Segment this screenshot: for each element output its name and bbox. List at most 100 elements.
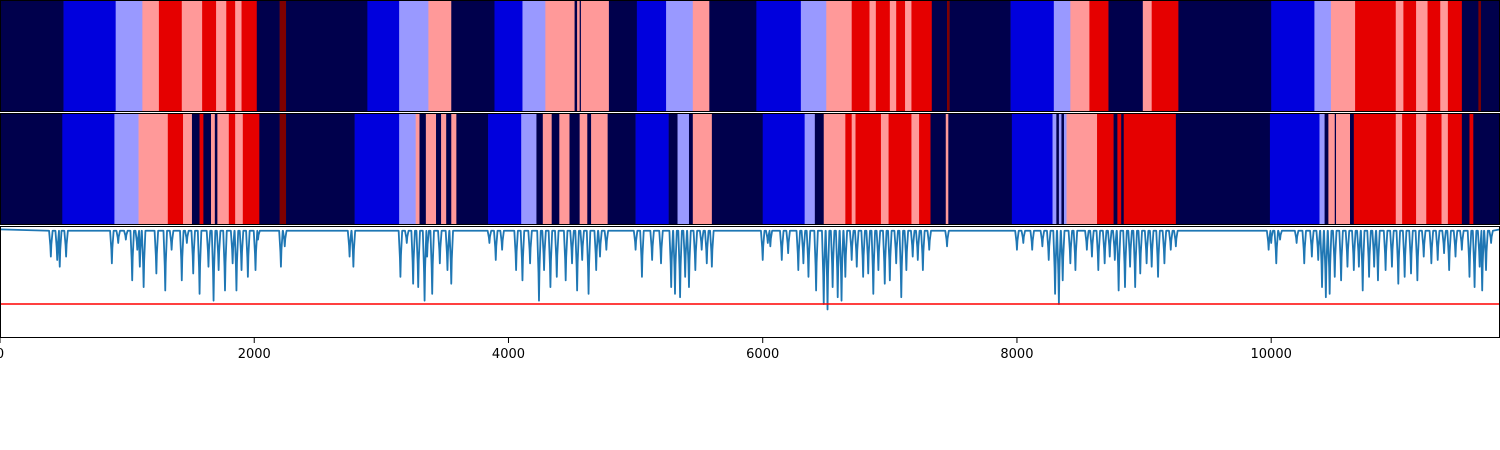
upper-band-segment xyxy=(1355,0,1397,112)
upper-band-segment xyxy=(545,0,575,112)
lower-band-segment xyxy=(551,113,560,225)
lower-band-segment xyxy=(1447,113,1463,225)
lower-band-segment xyxy=(1117,113,1122,225)
upper-band-segment xyxy=(709,0,757,112)
lower-band-segment xyxy=(1441,113,1449,225)
lower-band-segment xyxy=(1097,113,1114,225)
lower-band-segment xyxy=(167,113,184,225)
lower-band-segment xyxy=(259,113,280,225)
lower-band-segment xyxy=(569,113,580,225)
lower-band-segment xyxy=(1063,113,1067,225)
lower-band-segment xyxy=(1353,113,1397,225)
lower-band-segment xyxy=(1056,113,1060,225)
upper-band-segment xyxy=(63,0,116,112)
lower-band-segment xyxy=(919,113,931,225)
upper-band-segment xyxy=(1440,0,1449,112)
lower-band-segment xyxy=(415,113,420,225)
lower-band-segment xyxy=(1269,113,1320,225)
lower-band-segment xyxy=(762,113,805,225)
upper-band-segment xyxy=(875,0,891,112)
upper-band-segment xyxy=(451,0,495,112)
lower-band-segment xyxy=(279,113,287,225)
upper-band-segment xyxy=(1330,0,1356,112)
lower-band-segment xyxy=(228,113,236,225)
upper-band-segment xyxy=(1478,0,1482,112)
upper-band-segment xyxy=(666,0,694,112)
upper-band-segment xyxy=(692,0,710,112)
lower-band-segment xyxy=(587,113,592,225)
x-tick-label: 8000 xyxy=(1000,347,1033,362)
lower-band-segment xyxy=(456,113,489,225)
upper-band-segment xyxy=(1151,0,1179,112)
upper-band-segment xyxy=(577,0,580,112)
upper-band-segment xyxy=(911,0,933,112)
lower-band-segment xyxy=(888,113,912,225)
lower-band-segment xyxy=(1473,113,1500,225)
lower-band-segment xyxy=(814,113,825,225)
lower-band-segment xyxy=(591,113,608,225)
lower-band-segment xyxy=(1324,113,1329,225)
lower-band-segment xyxy=(823,113,846,225)
upper-band-segment xyxy=(216,0,227,112)
upper-band-segment xyxy=(851,0,870,112)
upper-band-segment xyxy=(279,0,287,112)
lower-band-segment xyxy=(446,113,452,225)
upper-band-segment xyxy=(1010,0,1055,112)
x-tick-label: 10000 xyxy=(1251,347,1292,362)
upper-band-segment xyxy=(896,0,906,112)
lower-band-segment xyxy=(880,113,889,225)
upper-band-segment xyxy=(241,0,258,112)
x-tick-label: 6000 xyxy=(746,347,779,362)
lower-band-segment xyxy=(211,113,216,225)
lower-band-segment xyxy=(536,113,544,225)
lower-band-segment xyxy=(945,113,949,225)
line-panel xyxy=(0,228,1500,311)
lower-band-segment xyxy=(1336,113,1351,225)
upper-band-segment xyxy=(1314,0,1332,112)
upper-band-segment xyxy=(1461,0,1479,112)
lower-band-segment xyxy=(1052,113,1057,225)
lower-band-segment xyxy=(1469,113,1474,225)
lower-band-segment xyxy=(1011,113,1053,225)
upper-band-segment xyxy=(608,0,638,112)
lower-band-segment xyxy=(1113,113,1118,225)
upper-band-segment xyxy=(399,0,429,112)
upper-band-segment xyxy=(826,0,852,112)
upper-band-segment xyxy=(574,0,578,112)
signal-line xyxy=(0,228,1500,311)
lower-band-segment xyxy=(451,113,457,225)
upper-band-segment xyxy=(142,0,160,112)
upper-band-segment xyxy=(115,0,143,112)
x-axis: 0 2000 4000 6000 8000 10000 xyxy=(0,338,1292,362)
upper-band-segment xyxy=(756,0,802,112)
lower-band-segment xyxy=(235,113,244,225)
lower-band-segment xyxy=(542,113,552,225)
lower-band-segment xyxy=(436,113,442,225)
lower-band-segment xyxy=(579,113,588,225)
lower-band-panel xyxy=(0,113,1500,225)
x-tick-label: 2000 xyxy=(238,347,271,362)
upper-band-segment xyxy=(1403,0,1417,112)
upper-band-segment xyxy=(1070,0,1090,112)
lower-band-segment xyxy=(114,113,139,225)
lower-band-segment xyxy=(1121,113,1125,225)
lower-band-segment xyxy=(948,113,1013,225)
lower-band-segment xyxy=(488,113,522,225)
upper-band-segment xyxy=(1447,0,1463,112)
lower-band-segment xyxy=(851,113,856,225)
lower-band-segment xyxy=(1058,113,1062,225)
upper-band-panel xyxy=(0,0,1500,112)
x-tick-label: 0 xyxy=(0,347,4,362)
lower-band-segment xyxy=(354,113,400,225)
lower-band-segment xyxy=(1175,113,1271,225)
lower-band-segment xyxy=(191,113,200,225)
upper-band-segment xyxy=(869,0,877,112)
upper-band-segment xyxy=(931,0,948,112)
upper-band-segment xyxy=(0,0,64,112)
upper-band-segment xyxy=(256,0,280,112)
upper-band-segment xyxy=(235,0,242,112)
lower-band-segment xyxy=(1395,113,1403,225)
upper-band-segment xyxy=(1108,0,1144,112)
lower-band-segment xyxy=(419,113,427,225)
upper-band-segment xyxy=(1416,0,1428,112)
